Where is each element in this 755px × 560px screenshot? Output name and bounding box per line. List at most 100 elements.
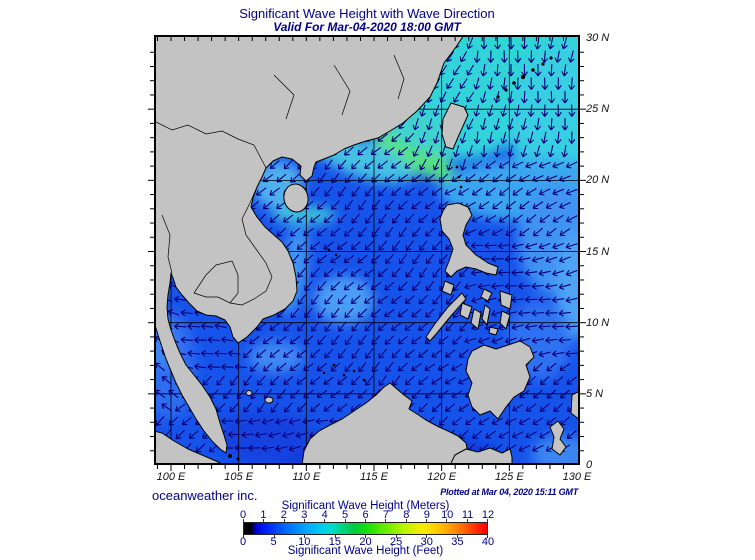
wave-arrow (439, 145, 447, 158)
wave-arrow (438, 389, 449, 399)
wave-arrow (511, 161, 524, 169)
wave-arrow (370, 146, 382, 156)
wave-arrow (296, 349, 307, 358)
wave-arrow (546, 362, 557, 372)
wave-arrow (418, 214, 429, 224)
wave-arrow (275, 445, 288, 452)
wave-arrow (512, 214, 523, 223)
wave-arrow (432, 104, 440, 117)
wave-arrow (541, 131, 548, 144)
wave-arrow (532, 175, 544, 183)
wave-arrow (303, 389, 314, 399)
wave-arrow (337, 241, 348, 250)
wave-arrow (518, 444, 531, 453)
wave-arrow (424, 173, 436, 183)
wave-arrow (365, 348, 374, 359)
wave-arrow (412, 227, 421, 238)
wave-arrow (432, 158, 440, 171)
wave-arrow (466, 91, 475, 103)
wave-arrow (546, 389, 557, 399)
wave-arrow (296, 214, 307, 223)
legend-tick-mark (456, 535, 458, 538)
wave-arrow (371, 173, 381, 183)
wave-arrow (471, 296, 484, 304)
wave-arrow (524, 296, 538, 304)
wave-arrow (511, 269, 524, 277)
wave-arrow (458, 403, 470, 412)
wave-arrow (404, 375, 415, 386)
wave-arrow (565, 242, 578, 250)
wave-arrow (295, 431, 308, 439)
wave-arrow (338, 321, 347, 332)
wave-arrow (343, 389, 354, 399)
wave-arrow (221, 417, 234, 425)
legend-tick-mark (365, 519, 366, 522)
wave-arrow (458, 377, 470, 385)
wave-arrow (269, 160, 280, 170)
land-halmahera (549, 420, 567, 456)
wave-arrow (384, 254, 394, 265)
wave-arrow (471, 187, 483, 196)
wave-arrow (472, 160, 483, 169)
wave-arrow (207, 363, 221, 371)
wave-arrow (473, 104, 481, 117)
wave-arrow (466, 64, 475, 76)
wave-arrow (497, 242, 511, 250)
wave-arrow (155, 416, 165, 427)
wave-arrow (418, 402, 428, 413)
land-palawan (425, 292, 467, 342)
wave-arrow (531, 256, 544, 263)
wave-arrow (511, 431, 524, 439)
wave-arrow (268, 431, 281, 439)
legend-tick-mark (263, 519, 265, 522)
wave-arrow (337, 294, 347, 305)
wave-arrow (438, 416, 449, 426)
wave-arrow (568, 131, 576, 144)
wave-arrow (194, 363, 207, 371)
wave-arrow (465, 173, 476, 183)
wave-arrow (511, 323, 524, 331)
wave-arrow (391, 213, 401, 224)
wave-arrow (459, 50, 468, 63)
wave-arrow (297, 294, 306, 305)
wave-arrow (531, 309, 545, 317)
wave-arrow (344, 172, 354, 184)
wave-arrow (491, 337, 504, 344)
wave-arrow (229, 402, 239, 413)
wave-arrow (525, 431, 537, 439)
wave-arrow (243, 348, 253, 359)
wave-arrow (241, 431, 254, 439)
wave-arrow (276, 173, 287, 183)
legend-tick-mark (446, 519, 448, 522)
wave-arrow (397, 173, 409, 183)
wave-arrow (330, 255, 341, 264)
wave-arrow (391, 348, 401, 359)
wave-arrow (344, 362, 354, 373)
land-taiwan (441, 102, 469, 150)
wave-arrow (180, 336, 194, 344)
wave-arrow (438, 335, 449, 345)
wave-arrow (520, 118, 528, 131)
wave-arrow (491, 282, 504, 290)
wave-arrow (545, 336, 558, 344)
wave-arrow (527, 104, 535, 117)
wave-arrow (214, 322, 227, 330)
wave-arrow (391, 322, 402, 331)
lon-label: 100 E (156, 471, 186, 483)
wave-arrow (331, 172, 340, 184)
wave-arrow (173, 322, 187, 330)
wave-arrow (161, 376, 172, 385)
legend-tick-value: 30 (420, 536, 433, 548)
wave-arrow (459, 267, 469, 278)
lon-label: 130 E (562, 471, 592, 483)
wave-arrow (411, 335, 422, 345)
wave-arrow (290, 173, 300, 183)
wave-arrow (214, 349, 227, 357)
wave-arrow (357, 389, 368, 399)
legend-tick-mark (283, 519, 285, 522)
wave-arrow (384, 308, 395, 318)
wave-arrow (545, 309, 558, 317)
wave-arrow (330, 281, 341, 291)
wave-arrow (498, 214, 510, 223)
wave-arrow (282, 349, 294, 358)
